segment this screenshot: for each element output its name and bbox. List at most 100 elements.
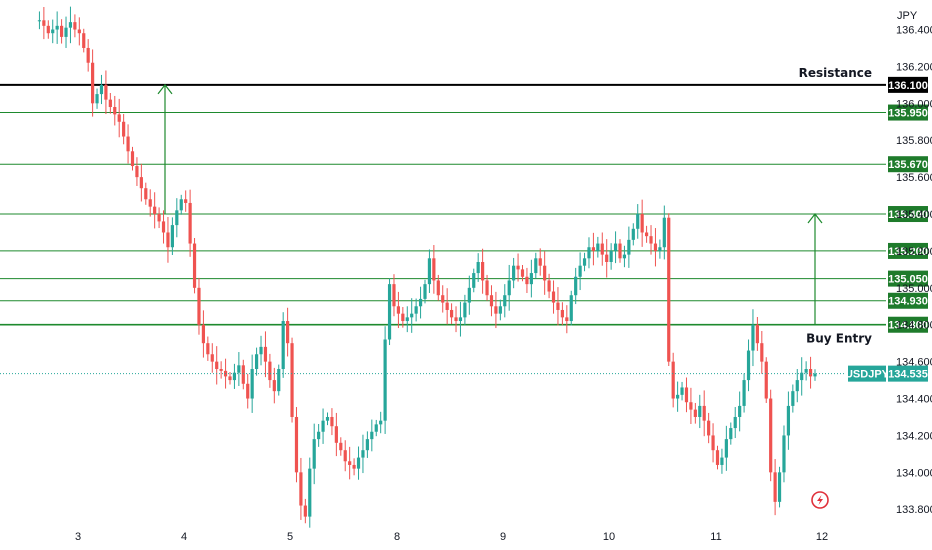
candle: [622, 245, 627, 268]
candle: [294, 407, 299, 483]
candle: [472, 268, 476, 293]
level-badge: 134.800: [888, 316, 928, 333]
candle: [206, 336, 210, 361]
candle: [405, 306, 409, 333]
candle: [707, 412, 711, 444]
y-tick-label: 136.400: [896, 25, 932, 37]
candle: [321, 408, 325, 444]
candle: [334, 412, 338, 457]
candle: [95, 88, 99, 109]
candle: [640, 199, 644, 247]
candle: [290, 337, 294, 423]
candle: [680, 381, 684, 401]
candle: [317, 423, 321, 447]
target-arrow: [157, 83, 173, 215]
last-price-badge: 134.535: [888, 365, 928, 382]
candle: [210, 343, 214, 373]
candle: [507, 264, 511, 311]
candle: [591, 232, 596, 266]
candle: [804, 361, 808, 381]
candle: [746, 339, 751, 392]
candle: [529, 259, 533, 298]
candle: [458, 301, 463, 337]
candle: [246, 373, 250, 409]
level-badge: 134.930: [888, 292, 928, 309]
candle: [370, 419, 374, 452]
level-badge-label: 135.200: [888, 246, 928, 258]
y-tick-label: 134.600: [896, 357, 932, 369]
candle: [201, 310, 206, 358]
candle: [184, 190, 188, 212]
candle: [259, 335, 263, 366]
candle: [578, 252, 582, 291]
candle: [729, 422, 733, 445]
candle: [352, 458, 356, 476]
target-arrow: [807, 213, 823, 325]
candle: [330, 408, 334, 436]
candle: [786, 391, 791, 450]
candle: [135, 157, 139, 186]
time-axis[interactable]: 3 4 5 8 9 10 11 12: [75, 531, 828, 543]
candle: [175, 198, 179, 238]
candle: [676, 381, 680, 412]
candle: [777, 466, 782, 508]
candle: [715, 445, 720, 470]
symbol-badge[interactable]: USDJPY: [845, 365, 890, 382]
candles: [37, 6, 817, 528]
candle: [751, 309, 755, 367]
candle: [254, 347, 259, 376]
candle: [538, 248, 542, 276]
candle: [122, 114, 126, 145]
candle: [68, 6, 73, 44]
candle: [46, 20, 50, 39]
candle: [476, 253, 480, 282]
candle: [188, 189, 192, 257]
candle: [64, 16, 68, 48]
candle: [410, 298, 414, 333]
candle: [325, 412, 330, 426]
candle: [241, 359, 245, 390]
tradingview-logo-icon[interactable]: [811, 491, 829, 509]
candle: [170, 217, 174, 255]
y-tick-label: 136.200: [896, 61, 932, 73]
level-annotation: Resistance: [799, 66, 872, 80]
candle: [494, 291, 498, 329]
level-badge: 135.670: [888, 156, 928, 173]
level-badge-label: 136.100: [888, 80, 928, 92]
candle: [237, 352, 241, 386]
candle: [432, 245, 436, 294]
candle: [582, 252, 587, 272]
last-price-line: USDJPY 134.535: [0, 365, 928, 382]
candle: [228, 371, 232, 385]
candle: [250, 354, 254, 413]
price-axis[interactable]: 136.100 135.950 135.670 135.400 135.200 135.0…: [888, 25, 932, 517]
candle: [711, 423, 715, 463]
x-tick-label: 5: [287, 531, 293, 543]
candle: [525, 267, 529, 293]
candle: [91, 49, 95, 117]
candle: [197, 277, 201, 335]
candle: [215, 346, 219, 385]
currency-label: JPY: [897, 10, 918, 22]
candle: [605, 239, 609, 278]
candle: [161, 210, 166, 244]
y-tick-label: 135.400: [896, 209, 932, 221]
y-tick-label: 134.800: [896, 320, 932, 332]
candle: [37, 11, 42, 30]
candle: [463, 294, 467, 326]
level-badge-label: 135.400: [888, 209, 928, 221]
candle: [569, 290, 573, 326]
candle: [764, 357, 768, 403]
candle: [689, 387, 693, 424]
candle: [636, 204, 640, 239]
candle: [232, 363, 237, 389]
candle: [755, 316, 759, 351]
candle: [303, 498, 307, 524]
candle: [742, 373, 746, 413]
candle: [379, 411, 383, 434]
candle: [693, 402, 697, 424]
candle: [281, 312, 285, 378]
candle: [73, 14, 77, 38]
